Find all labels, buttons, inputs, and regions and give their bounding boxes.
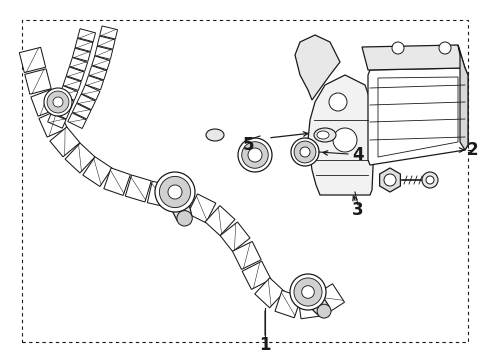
Circle shape <box>242 142 268 168</box>
Polygon shape <box>458 45 468 150</box>
Polygon shape <box>125 175 151 202</box>
Circle shape <box>248 148 262 162</box>
Ellipse shape <box>317 131 329 139</box>
Polygon shape <box>95 46 113 59</box>
Circle shape <box>392 42 404 54</box>
Polygon shape <box>188 194 216 223</box>
Circle shape <box>294 141 316 163</box>
Polygon shape <box>232 242 261 269</box>
Ellipse shape <box>206 129 224 141</box>
Polygon shape <box>70 58 88 71</box>
Polygon shape <box>298 294 321 319</box>
Circle shape <box>47 91 69 113</box>
Ellipse shape <box>314 128 336 142</box>
Circle shape <box>439 42 451 54</box>
Polygon shape <box>89 66 107 80</box>
Circle shape <box>317 304 331 318</box>
Circle shape <box>333 128 357 152</box>
Circle shape <box>53 97 63 107</box>
Polygon shape <box>255 278 285 308</box>
Polygon shape <box>68 113 86 129</box>
Bar <box>22 20 468 342</box>
Circle shape <box>294 278 322 306</box>
Polygon shape <box>295 35 340 100</box>
Circle shape <box>238 138 272 172</box>
Circle shape <box>44 88 72 116</box>
Polygon shape <box>100 26 118 39</box>
Circle shape <box>422 172 438 188</box>
Text: 3: 3 <box>352 201 364 219</box>
Circle shape <box>290 274 326 310</box>
Polygon shape <box>77 94 96 110</box>
Text: 1: 1 <box>259 336 271 354</box>
Circle shape <box>329 93 347 111</box>
Polygon shape <box>242 261 271 289</box>
Polygon shape <box>205 206 235 236</box>
Polygon shape <box>168 186 194 213</box>
Circle shape <box>384 174 396 186</box>
Circle shape <box>300 147 310 157</box>
Polygon shape <box>51 104 70 119</box>
Polygon shape <box>55 95 74 110</box>
Polygon shape <box>31 89 59 116</box>
Polygon shape <box>300 285 329 316</box>
Polygon shape <box>66 67 84 81</box>
Polygon shape <box>368 68 468 165</box>
Polygon shape <box>73 48 90 61</box>
Polygon shape <box>73 103 91 119</box>
Polygon shape <box>147 181 172 207</box>
Text: 5: 5 <box>242 136 254 154</box>
Polygon shape <box>78 29 96 42</box>
Circle shape <box>302 286 314 298</box>
Text: 4: 4 <box>352 146 364 164</box>
Polygon shape <box>316 284 344 313</box>
Polygon shape <box>19 47 46 73</box>
Polygon shape <box>104 168 130 195</box>
Polygon shape <box>75 39 93 51</box>
Polygon shape <box>380 168 400 192</box>
Polygon shape <box>83 157 112 186</box>
Polygon shape <box>92 56 110 70</box>
Polygon shape <box>50 127 80 157</box>
Polygon shape <box>308 75 374 195</box>
Polygon shape <box>59 86 78 100</box>
Circle shape <box>159 176 191 208</box>
Polygon shape <box>39 109 67 137</box>
Text: 2: 2 <box>466 141 478 159</box>
Polygon shape <box>48 113 66 128</box>
Polygon shape <box>81 85 100 100</box>
Circle shape <box>291 138 319 166</box>
Polygon shape <box>65 143 95 173</box>
Polygon shape <box>220 222 250 252</box>
Polygon shape <box>85 76 103 90</box>
Polygon shape <box>362 45 465 70</box>
Polygon shape <box>63 77 81 90</box>
Circle shape <box>168 185 182 199</box>
Polygon shape <box>25 69 51 94</box>
Polygon shape <box>165 188 192 221</box>
Polygon shape <box>275 291 301 318</box>
Polygon shape <box>98 36 115 49</box>
Circle shape <box>426 176 434 184</box>
Circle shape <box>177 211 192 226</box>
Circle shape <box>155 172 195 212</box>
